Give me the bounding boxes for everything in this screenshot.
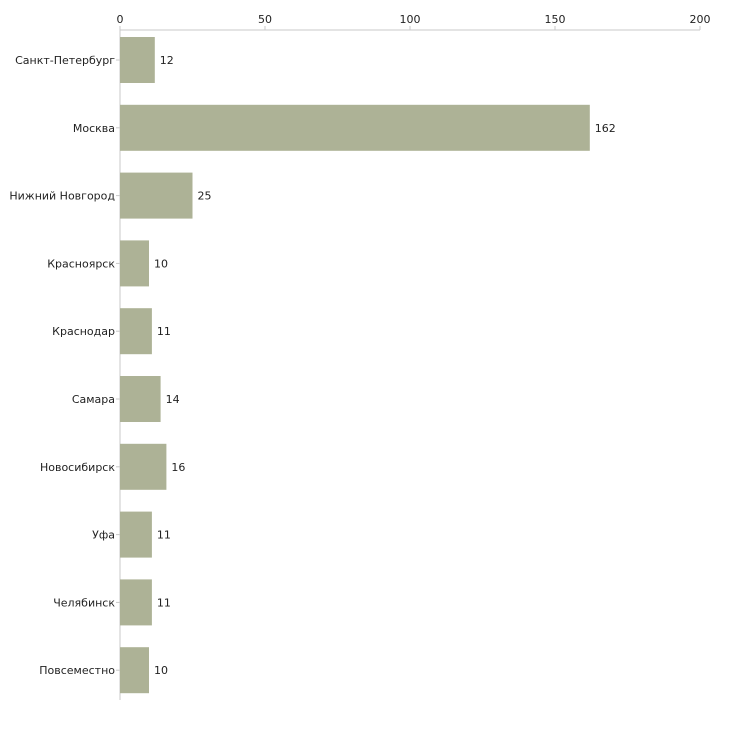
bars: Санкт-Петербург 12 Москва 162 Нижний Новгоро…	[9, 37, 616, 694]
bar	[120, 579, 152, 626]
category-label: Самара	[72, 393, 115, 406]
bar	[120, 511, 152, 558]
bar	[120, 376, 161, 422]
value-label: 12	[160, 54, 174, 67]
bar	[120, 104, 590, 151]
category-label: Москва	[73, 122, 115, 135]
value-label: 11	[157, 325, 171, 338]
category-label: Челябинск	[53, 596, 115, 609]
value-label: 10	[154, 257, 168, 270]
bar	[120, 443, 167, 490]
category-label: Уфа	[92, 529, 115, 542]
category-label: Новосибирск	[40, 461, 115, 474]
x-tick-label: 150	[545, 13, 566, 26]
x-tick-label: 200	[690, 13, 711, 26]
bar	[120, 308, 152, 355]
bar	[120, 37, 155, 83]
bar	[120, 172, 193, 219]
category-label: Красноярск	[47, 257, 115, 270]
value-label: 25	[198, 190, 212, 203]
value-label: 11	[157, 596, 171, 609]
bar	[120, 240, 149, 287]
value-label: 162	[595, 122, 616, 135]
category-label: Краснодар	[52, 325, 115, 338]
bar	[120, 647, 149, 694]
x-tick-label: 100	[400, 13, 421, 26]
value-label: 10	[154, 664, 168, 677]
category-label: Повсеместно	[39, 664, 115, 677]
x-axis-ticks: 0 50 100 150 200	[117, 13, 711, 30]
x-tick-label: 0	[117, 13, 124, 26]
value-label: 14	[166, 393, 180, 406]
category-label: Санкт-Петербург	[15, 54, 115, 67]
value-label: 16	[171, 461, 185, 474]
x-tick-label: 50	[258, 13, 272, 26]
category-label: Нижний Новгород	[9, 190, 115, 203]
value-label: 11	[157, 529, 171, 542]
